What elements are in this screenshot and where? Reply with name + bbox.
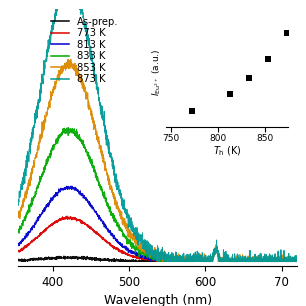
Legend: As-prep., 773 K, 813 K, 833 K, 853 K, 873 K: As-prep., 773 K, 813 K, 833 K, 853 K, 87… <box>51 17 119 84</box>
X-axis label: Wavelength (nm): Wavelength (nm) <box>103 294 212 306</box>
